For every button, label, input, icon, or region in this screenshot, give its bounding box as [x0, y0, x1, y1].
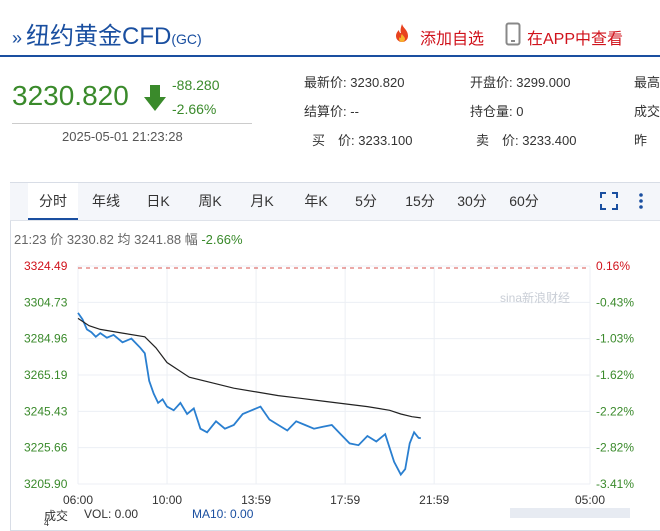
- settings-dots-icon[interactable]: [632, 192, 650, 210]
- chart-tabs: 分时 年线 日K 周K 月K 年K 5分 15分 30分 60分: [10, 183, 660, 221]
- last-price: 3230.820: [12, 80, 129, 111]
- y-tick-left: 3225.66: [24, 441, 68, 455]
- y-tick-right: -3.41%: [596, 477, 634, 491]
- phone-icon: [505, 22, 521, 51]
- y-tick-right: -1.62%: [596, 368, 634, 382]
- y-tick-right: 0.16%: [596, 259, 630, 273]
- y-tick-left: 3284.96: [24, 332, 68, 346]
- y-tick-right: -2.82%: [596, 441, 634, 455]
- stat-bid: 买 价: 3233.100: [312, 133, 413, 148]
- tab-30min[interactable]: 30分: [457, 193, 487, 209]
- tab-weekly-k[interactable]: 周K: [198, 193, 222, 209]
- tab-15min[interactable]: 15分: [405, 193, 435, 209]
- stat-high: 最高: [634, 75, 660, 90]
- average-line: [77, 317, 421, 419]
- vol-readout: VOL: 0.00: [84, 507, 139, 521]
- price-change: -88.280: [172, 77, 220, 93]
- header-divider: [0, 55, 660, 57]
- y-tick-left: 3245.43: [24, 404, 68, 418]
- x-tick: 13:59: [241, 493, 271, 507]
- info-amp: -2.66%: [201, 232, 243, 247]
- x-tick: 06:00: [63, 493, 93, 507]
- stat-volume: 成交: [634, 104, 660, 119]
- chevron-icon: »: [12, 28, 23, 48]
- quote-time: 2025-05-01 21:23:28: [62, 129, 183, 144]
- open-in-app-label: 在APP中查看: [527, 30, 624, 48]
- fullscreen-icon[interactable]: [600, 192, 618, 210]
- y-tick-left: 3304.73: [24, 295, 68, 309]
- instrument-name: 纽约黄金CFD: [26, 23, 172, 50]
- cursor-info: 21:23 价 3230.82 均 3241.88 幅 -2.66%: [14, 232, 243, 247]
- arrow-down-icon: [144, 85, 166, 111]
- tab-intraday[interactable]: 分时: [28, 183, 78, 220]
- y-tick-right: -2.22%: [596, 404, 634, 418]
- tab-year-line[interactable]: 年线: [92, 193, 120, 209]
- stat-latest: 最新价: 3230.820: [304, 75, 405, 90]
- tab-60min[interactable]: 60分: [509, 193, 539, 209]
- stat-ask: 卖 价: 3233.400: [476, 133, 577, 148]
- tab-yearly-k[interactable]: 年K: [304, 193, 328, 209]
- tab-monthly-k[interactable]: 月K: [250, 193, 274, 209]
- info-time: 21:23: [14, 232, 47, 247]
- y-tick-right: -0.43%: [596, 295, 634, 309]
- watermark-text: sina新浪财经: [500, 290, 570, 305]
- instrument-code: (GC): [171, 31, 202, 47]
- tab-5min[interactable]: 5分: [355, 193, 377, 209]
- flame-icon: [390, 22, 414, 51]
- tab-daily-k[interactable]: 日K: [146, 193, 170, 209]
- x-tick: 17:59: [330, 493, 360, 507]
- price-change-pct: -2.66%: [172, 101, 217, 117]
- y-tick-left: 3324.49: [24, 259, 68, 273]
- page-title: » 纽约黄金CFD(GC): [12, 16, 202, 51]
- y-tick-left: 3205.90: [24, 477, 68, 491]
- scroll-track[interactable]: [510, 508, 630, 518]
- y-tick-left: 3265.19: [24, 368, 68, 382]
- stat-open: 开盘价: 3299.000: [470, 75, 571, 90]
- stat-prev: 昨: [634, 133, 648, 148]
- x-tick: 05:00: [575, 493, 605, 507]
- x-tick: 10:00: [152, 493, 182, 507]
- ma10-readout: MA10: 0.00: [192, 507, 254, 521]
- stat-settle: 结算价: --: [304, 104, 359, 119]
- stat-open-interest: 持仓量: 0: [470, 104, 524, 119]
- x-tick: 21:59: [419, 493, 449, 507]
- info-price: 3230.82: [66, 232, 114, 247]
- info-avg: 3241.88: [134, 232, 182, 247]
- add-watchlist-button[interactable]: 添加自选: [390, 22, 484, 51]
- volume-sub: 4: [44, 518, 50, 528]
- quote-divider: [12, 123, 252, 124]
- open-in-app-button[interactable]: 在APP中查看: [505, 22, 623, 51]
- volume-label: 成交: [44, 509, 69, 523]
- y-tick-right: -1.03%: [596, 332, 634, 346]
- add-watchlist-label: 添加自选: [420, 30, 485, 48]
- price-line: [77, 312, 421, 477]
